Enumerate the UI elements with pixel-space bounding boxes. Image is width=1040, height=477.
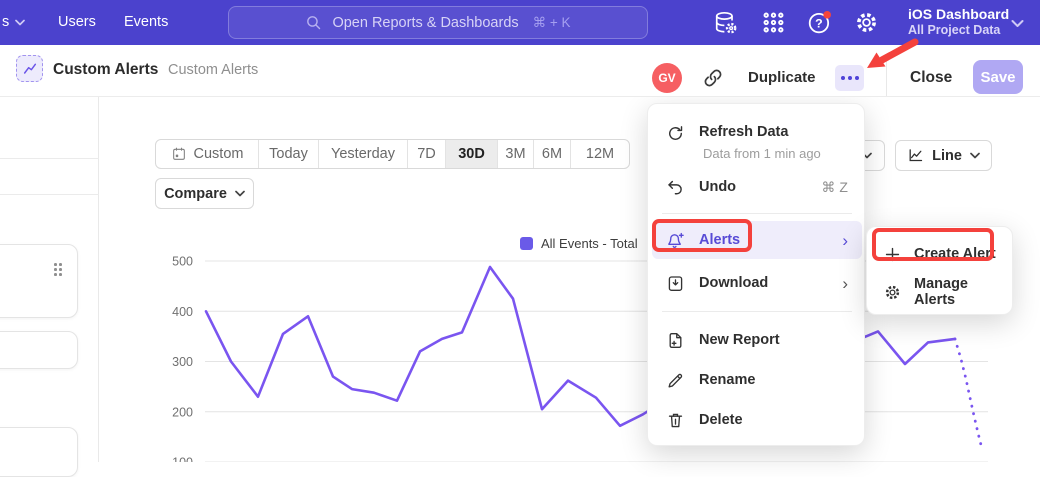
line-chart-icon (909, 149, 923, 162)
undo-icon (668, 180, 682, 194)
menu-item-rename[interactable]: Rename (652, 362, 862, 398)
svg-text:100: 100 (172, 456, 193, 463)
global-search-input[interactable]: Open Reports & Dashboards ⌘ + K (228, 6, 648, 39)
refresh-icon (669, 126, 683, 140)
more-options-button[interactable] (835, 65, 864, 91)
search-shortcut: ⌘ + K (532, 14, 571, 30)
data-source-icon[interactable] (712, 9, 739, 36)
legend-label: All Events - Total (541, 236, 638, 251)
submenu-chevron-icon: › (842, 273, 848, 293)
range-7d[interactable]: 7D (408, 140, 446, 168)
undo-shortcut: ⌘ Z (821, 178, 848, 195)
more-options-menu: Refresh Data Data from 1 min ago Undo ⌘ … (647, 103, 865, 446)
settings-gear-icon[interactable] (853, 9, 880, 36)
svg-text:500: 500 (172, 255, 193, 269)
svg-text:300: 300 (172, 355, 193, 369)
compare-dropdown[interactable]: Compare (155, 178, 254, 209)
chevron-down-icon (1011, 20, 1024, 27)
date-range-segmented-control: Custom Today Yesterday 7D 30D 3M 6M 12M (155, 139, 630, 169)
nav-item-users[interactable]: Users (58, 14, 96, 30)
alerts-submenu: Create Alert Manage Alerts (866, 226, 1013, 315)
menu-item-delete[interactable]: Delete (652, 402, 862, 438)
range-custom[interactable]: Custom (156, 140, 259, 168)
legend-item-all-events[interactable]: All Events - Total (520, 236, 638, 251)
help-icon[interactable]: ? (806, 9, 833, 36)
svg-text:400: 400 (172, 305, 193, 319)
chart-type-dropdown[interactable]: Line (895, 140, 992, 171)
legend-swatch (520, 237, 533, 250)
chevron-down-icon (970, 152, 980, 159)
search-icon (307, 16, 321, 30)
svg-text:?: ? (815, 17, 823, 31)
header-divider (886, 60, 887, 96)
submenu-item-create-alert[interactable]: Create Alert (871, 235, 1010, 273)
page-title: Custom Alerts (53, 61, 159, 78)
nav-item-events[interactable]: Events (124, 14, 169, 30)
download-icon (668, 275, 683, 291)
breadcrumb[interactable]: Custom Alerts (168, 62, 259, 78)
range-yesterday[interactable]: Yesterday (319, 140, 408, 168)
plus-icon (885, 247, 900, 261)
sidebar-card[interactable] (0, 427, 78, 477)
drag-handle-icon[interactable] (54, 263, 62, 276)
sidebar-card[interactable] (0, 331, 78, 369)
sidebar-divider (0, 194, 99, 195)
range-30d[interactable]: 30D (446, 140, 498, 168)
project-scope: All Project Data (908, 23, 1001, 37)
svg-text:200: 200 (172, 405, 193, 419)
report-type-icon (16, 55, 43, 82)
report-header: Custom Alerts Custom Alerts GV Duplicate… (0, 45, 1040, 97)
gear-icon (885, 285, 900, 299)
pencil-icon (668, 373, 683, 388)
bell-plus-icon (668, 232, 684, 248)
menu-divider (662, 213, 852, 214)
range-3m[interactable]: 3M (498, 140, 534, 168)
project-selector[interactable]: iOS Dashboard All Project Data (908, 5, 1009, 38)
range-6m[interactable]: 6M (534, 140, 571, 168)
calendar-icon (172, 147, 185, 160)
range-today[interactable]: Today (259, 140, 319, 168)
menu-item-download[interactable]: Download › (652, 265, 862, 301)
top-nav-bar: s Users Events Open Reports & Dashboards… (0, 0, 1040, 45)
menu-divider (662, 311, 852, 312)
notification-badge (823, 11, 831, 19)
submenu-item-manage-alerts[interactable]: Manage Alerts (871, 273, 1010, 311)
sidebar-card[interactable] (0, 244, 78, 318)
save-button[interactable]: Save (973, 60, 1023, 94)
menu-item-refresh-data[interactable]: Refresh Data Data from 1 min ago (652, 113, 862, 165)
nav-item-partial[interactable]: s (2, 14, 26, 30)
search-placeholder: Open Reports & Dashboards (332, 14, 519, 31)
project-name: iOS Dashboard (908, 6, 1010, 22)
chevron-down-icon (15, 19, 26, 25)
menu-item-alerts[interactable]: Alerts › (652, 221, 862, 259)
share-link-icon[interactable] (702, 67, 724, 89)
menu-item-undo[interactable]: Undo ⌘ Z (652, 169, 862, 205)
nav-item-partial-label: s (2, 14, 10, 30)
trash-icon (668, 413, 683, 427)
chevron-down-icon (235, 190, 245, 197)
close-button[interactable]: Close (910, 69, 953, 86)
range-12m[interactable]: 12M (585, 146, 615, 162)
left-sidebar (0, 97, 99, 477)
apps-grid-icon[interactable] (760, 9, 787, 36)
duplicate-button[interactable]: Duplicate (748, 69, 816, 86)
sidebar-divider (0, 158, 99, 159)
avatar[interactable]: GV (652, 63, 682, 93)
submenu-chevron-icon: › (842, 230, 848, 250)
refresh-data-sublabel: Data from 1 min ago (703, 146, 821, 161)
menu-item-new-report[interactable]: New Report (652, 322, 862, 358)
file-plus-icon (669, 332, 682, 348)
